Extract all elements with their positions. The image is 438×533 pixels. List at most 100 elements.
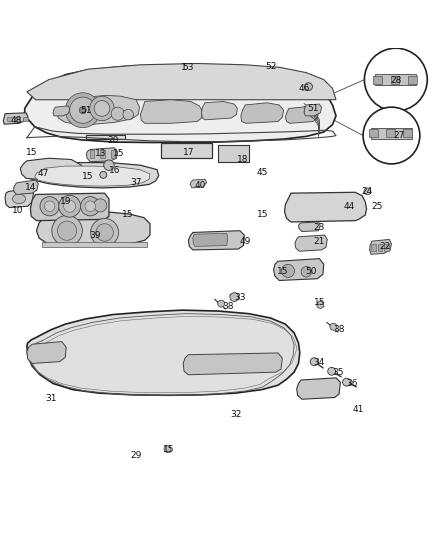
Text: 15: 15 xyxy=(163,445,174,454)
Circle shape xyxy=(304,83,312,91)
Polygon shape xyxy=(190,179,207,188)
Text: 51: 51 xyxy=(307,104,318,113)
Polygon shape xyxy=(201,101,237,120)
Text: 46: 46 xyxy=(298,84,310,93)
Polygon shape xyxy=(370,239,392,254)
Text: 33: 33 xyxy=(234,294,246,302)
Circle shape xyxy=(123,109,134,120)
Text: 37: 37 xyxy=(130,178,142,187)
Text: 17: 17 xyxy=(183,148,194,157)
Polygon shape xyxy=(30,193,109,221)
Circle shape xyxy=(111,107,124,120)
Text: 18: 18 xyxy=(237,155,249,164)
Polygon shape xyxy=(20,158,83,180)
Bar xyxy=(111,150,115,158)
Polygon shape xyxy=(241,103,284,123)
Bar xyxy=(15,117,20,121)
Text: 39: 39 xyxy=(89,231,100,240)
Circle shape xyxy=(104,160,114,171)
Polygon shape xyxy=(35,166,150,186)
Polygon shape xyxy=(183,353,283,375)
Text: 36: 36 xyxy=(346,379,358,388)
Bar xyxy=(371,244,376,251)
Polygon shape xyxy=(304,104,321,116)
Text: 40: 40 xyxy=(195,181,206,190)
Text: 1: 1 xyxy=(181,63,187,72)
Polygon shape xyxy=(42,243,147,247)
Text: 49: 49 xyxy=(240,237,251,246)
Circle shape xyxy=(230,293,239,302)
Circle shape xyxy=(282,264,294,277)
Circle shape xyxy=(310,358,318,366)
Polygon shape xyxy=(274,259,324,280)
Text: 45: 45 xyxy=(256,168,268,177)
Text: 16: 16 xyxy=(109,166,120,175)
Text: 22: 22 xyxy=(379,243,391,252)
Text: 52: 52 xyxy=(266,62,277,71)
Bar xyxy=(373,76,382,84)
Circle shape xyxy=(363,107,420,164)
Circle shape xyxy=(65,93,100,128)
Text: 15: 15 xyxy=(122,211,133,220)
Text: 34: 34 xyxy=(314,358,325,367)
Polygon shape xyxy=(86,135,125,139)
Text: 10: 10 xyxy=(12,206,24,215)
Circle shape xyxy=(164,446,171,453)
Circle shape xyxy=(328,367,336,375)
Polygon shape xyxy=(27,63,336,100)
Circle shape xyxy=(317,302,324,309)
Text: 28: 28 xyxy=(390,76,402,85)
Polygon shape xyxy=(371,128,412,139)
Circle shape xyxy=(59,195,81,217)
Text: 53: 53 xyxy=(183,63,194,72)
Bar xyxy=(403,130,412,138)
Polygon shape xyxy=(57,95,140,124)
Text: 44: 44 xyxy=(343,202,355,211)
Text: 15: 15 xyxy=(276,267,288,276)
Text: 50: 50 xyxy=(305,267,316,276)
Text: 21: 21 xyxy=(313,237,324,246)
Bar xyxy=(369,130,378,138)
Text: 41: 41 xyxy=(353,405,364,414)
Polygon shape xyxy=(23,163,159,188)
Text: 32: 32 xyxy=(231,409,242,418)
Text: 23: 23 xyxy=(313,223,324,232)
Text: 35: 35 xyxy=(332,368,343,377)
Circle shape xyxy=(81,197,100,216)
Circle shape xyxy=(94,199,107,212)
Circle shape xyxy=(100,171,107,179)
Text: 19: 19 xyxy=(60,197,71,206)
Bar xyxy=(90,150,94,158)
Polygon shape xyxy=(14,180,38,195)
Polygon shape xyxy=(4,113,28,124)
Circle shape xyxy=(96,224,113,241)
Circle shape xyxy=(79,107,86,114)
Bar xyxy=(385,244,389,251)
Polygon shape xyxy=(286,107,318,123)
Polygon shape xyxy=(141,100,202,123)
Text: 15: 15 xyxy=(25,149,37,157)
Bar xyxy=(386,130,395,138)
Text: 15: 15 xyxy=(314,298,325,307)
Polygon shape xyxy=(297,378,340,399)
Bar xyxy=(391,76,399,84)
Circle shape xyxy=(85,201,95,212)
Text: 14: 14 xyxy=(25,183,36,192)
Circle shape xyxy=(90,96,114,120)
Text: 27: 27 xyxy=(393,131,405,140)
Bar xyxy=(408,76,417,84)
Circle shape xyxy=(44,201,55,212)
Polygon shape xyxy=(298,222,320,231)
Circle shape xyxy=(64,200,76,212)
Circle shape xyxy=(52,215,82,246)
Text: 29: 29 xyxy=(131,450,142,459)
Circle shape xyxy=(94,101,110,116)
Circle shape xyxy=(40,197,59,216)
Polygon shape xyxy=(295,235,327,251)
Text: 15: 15 xyxy=(82,173,94,182)
Text: 25: 25 xyxy=(371,202,383,211)
Circle shape xyxy=(70,97,96,123)
Text: 31: 31 xyxy=(45,394,57,403)
Text: 48: 48 xyxy=(10,116,21,125)
Polygon shape xyxy=(161,143,212,158)
